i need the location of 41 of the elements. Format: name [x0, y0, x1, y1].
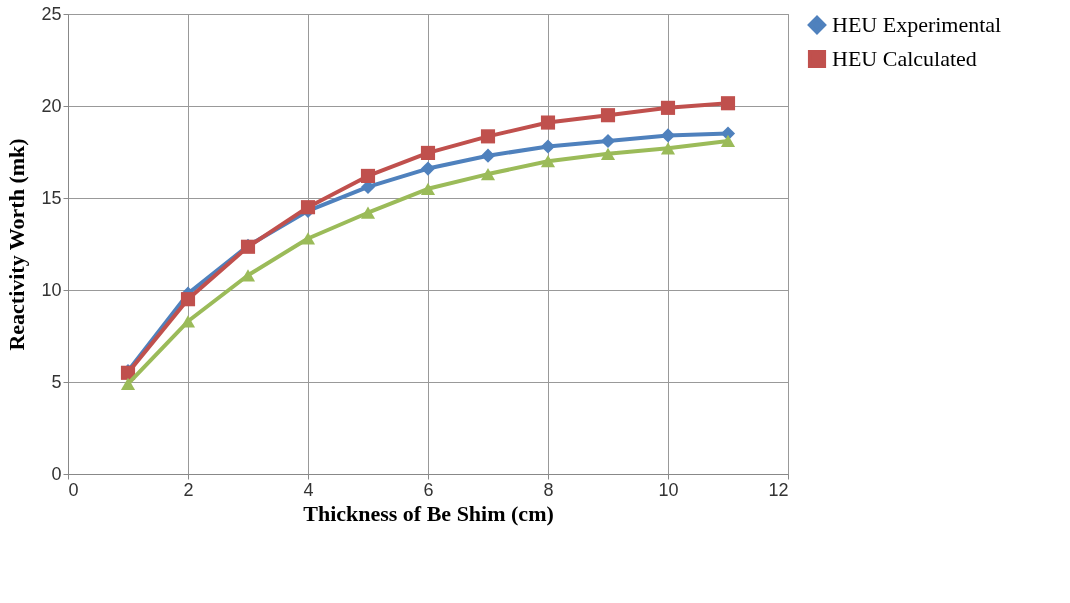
point: [660, 142, 676, 155]
point: [600, 147, 616, 160]
y-tick-label: 20: [41, 95, 62, 116]
point: [660, 100, 676, 115]
y-tick-label: 10: [41, 279, 62, 300]
x-tick-label: 2: [183, 479, 194, 500]
y-tick-label: 15: [41, 187, 62, 208]
y-tick-label: 25: [41, 3, 62, 24]
x-tick-label: 10: [658, 479, 679, 500]
x-tick-label: 6: [423, 479, 434, 500]
point: [660, 128, 676, 143]
point: [420, 161, 436, 176]
y-axis-title: Reactivity Worth (mk): [4, 138, 30, 351]
point: [540, 115, 556, 130]
point: [600, 108, 616, 123]
point: [600, 133, 616, 149]
point: [180, 315, 196, 328]
point: [360, 206, 376, 219]
point: [480, 167, 496, 181]
x-tick-label: 12: [768, 479, 789, 500]
point: [360, 168, 376, 183]
point: [120, 377, 136, 390]
point: [480, 129, 496, 144]
point: [720, 96, 736, 111]
point: [540, 139, 556, 154]
point: [540, 155, 556, 168]
point: [480, 148, 496, 163]
point: [420, 145, 436, 160]
y-tick-label: 5: [51, 371, 62, 392]
point: [240, 269, 256, 282]
legend-label: HEU Experimental: [832, 12, 1002, 37]
point: [300, 232, 316, 245]
point: [720, 134, 736, 148]
point: [420, 182, 436, 195]
x-tick-label: 4: [303, 479, 314, 500]
legend-label: HEU Calculated: [832, 46, 977, 71]
x-axis-title: Thickness of Be Shim (cm): [303, 500, 554, 526]
x-tick-label: 8: [543, 479, 554, 500]
x-tick-label: 0: [68, 479, 79, 500]
point: [180, 292, 196, 307]
y-tick-label: 0: [51, 463, 62, 484]
